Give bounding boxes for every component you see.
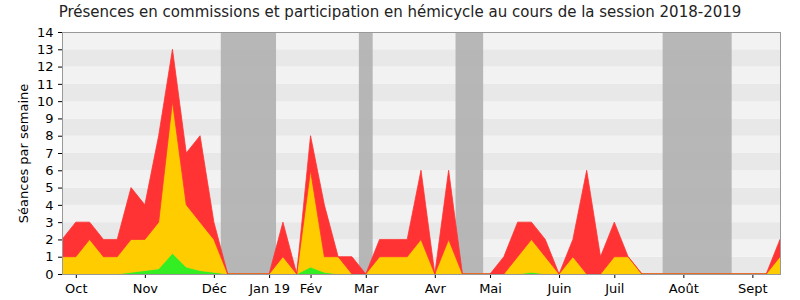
svg-text:Juin: Juin: [547, 281, 572, 296]
svg-text:8: 8: [45, 128, 53, 143]
svg-text:Sept: Sept: [738, 281, 768, 296]
svg-text:11: 11: [37, 77, 54, 92]
svg-text:0: 0: [45, 267, 53, 282]
svg-text:Août: Août: [669, 281, 699, 296]
svg-text:3: 3: [45, 215, 53, 230]
svg-text:7: 7: [45, 146, 53, 161]
svg-text:Avr: Avr: [425, 281, 447, 296]
svg-text:6: 6: [45, 163, 53, 178]
svg-text:13: 13: [37, 42, 54, 57]
svg-text:Nov: Nov: [133, 281, 159, 296]
svg-text:Jan 19: Jan 19: [248, 281, 290, 296]
svg-text:4: 4: [45, 198, 53, 213]
svg-text:Mar: Mar: [354, 281, 379, 296]
svg-text:12: 12: [37, 59, 54, 74]
svg-text:10: 10: [37, 94, 54, 109]
svg-text:5: 5: [45, 180, 53, 195]
svg-text:2: 2: [45, 232, 53, 247]
svg-text:Séances par semaine: Séances par semaine: [16, 84, 31, 223]
svg-text:Mai: Mai: [479, 281, 502, 296]
svg-text:Oct: Oct: [65, 281, 87, 296]
svg-text:9: 9: [45, 111, 53, 126]
svg-text:1: 1: [45, 249, 53, 264]
svg-text:14: 14: [37, 25, 54, 40]
svg-text:Déc: Déc: [202, 281, 227, 296]
html-text:Présences en commissions et pa: Présences en commissions et participatio…: [58, 3, 742, 21]
svg-text:Juil: Juil: [604, 281, 624, 296]
svg-text:Fév: Fév: [300, 281, 323, 296]
